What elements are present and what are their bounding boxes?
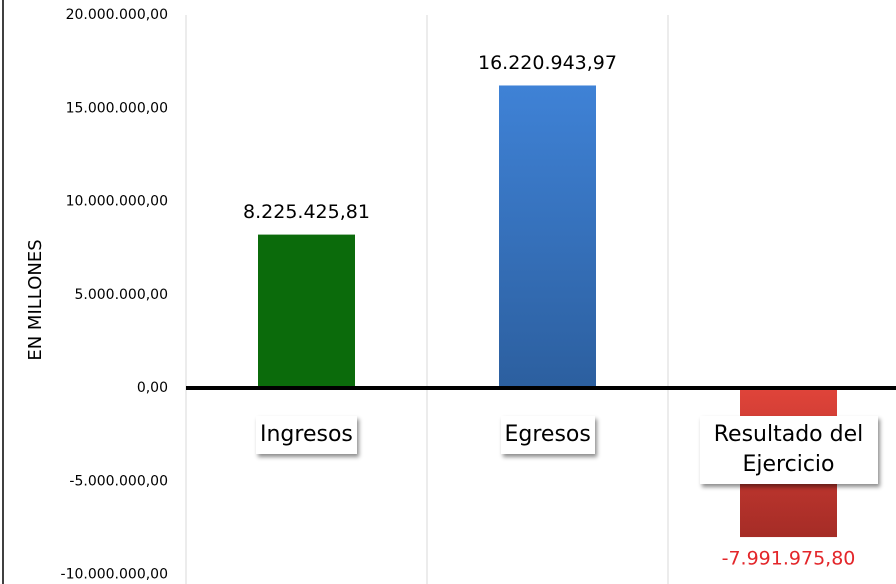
y-tick-label: 5.000.000,00 <box>74 287 168 303</box>
bar <box>258 234 355 388</box>
y-tick-label: 20.000.000,00 <box>66 7 168 23</box>
bar <box>499 85 596 388</box>
x-tick-label: Resultado del Ejercicio <box>699 416 878 484</box>
y-tick-label: 10.000.000,00 <box>66 194 168 210</box>
y-tick-label: -10.000.000,00 <box>61 567 168 583</box>
y-axis-title: EN MILLONES <box>25 239 46 360</box>
y-tick-label: 15.000.000,00 <box>66 100 168 116</box>
value-label: -7.991.975,80 <box>722 548 856 570</box>
value-label: 16.220.943,97 <box>478 52 617 74</box>
x-tick-label: Ingresos <box>256 416 357 454</box>
x-tick-label: Egresos <box>500 416 595 454</box>
y-tick-label: -5.000.000,00 <box>69 473 168 489</box>
y-tick-label: 0,00 <box>137 380 168 396</box>
value-label: 8.225.425,81 <box>243 201 370 223</box>
